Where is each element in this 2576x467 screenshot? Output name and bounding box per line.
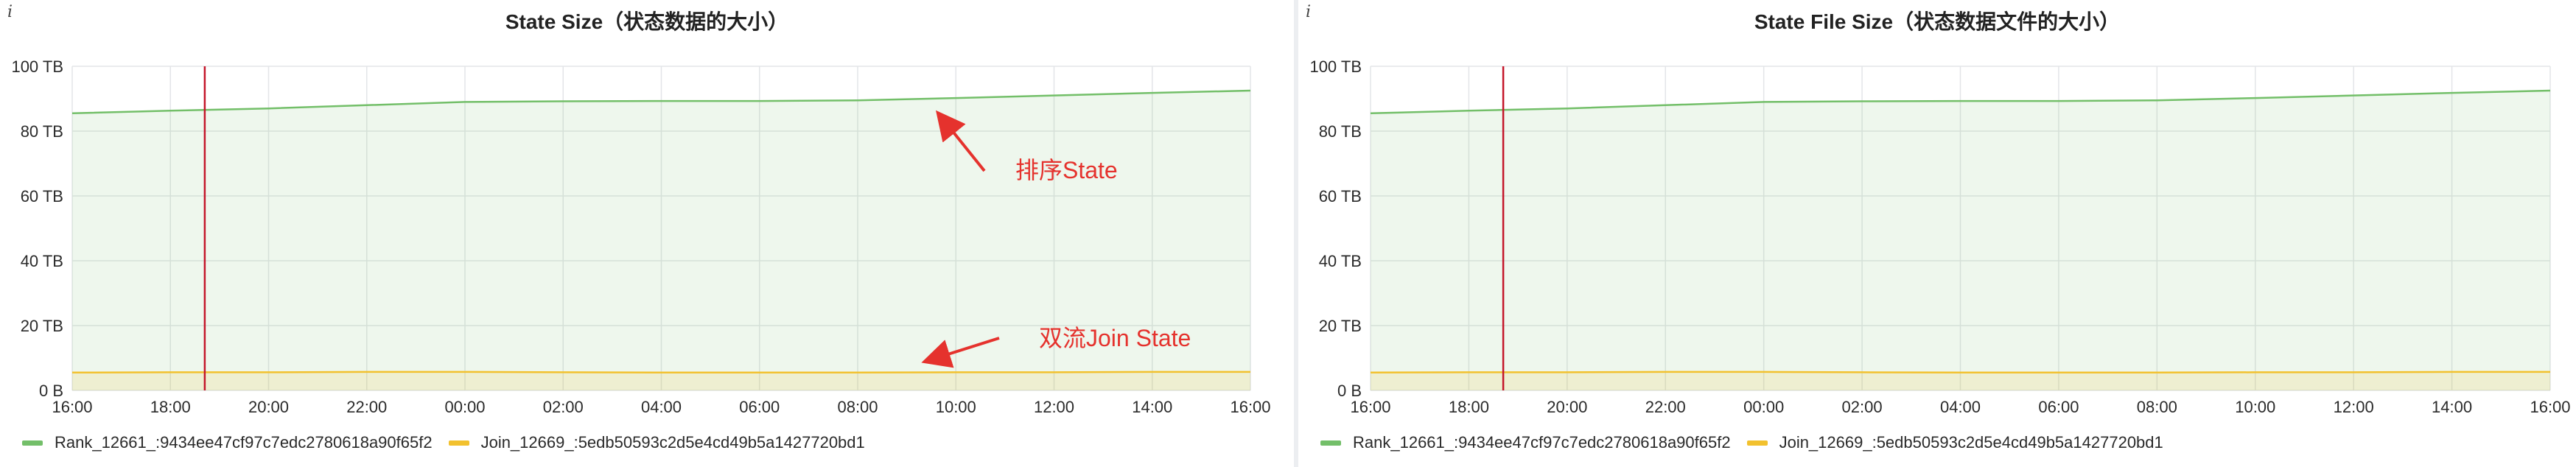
legend-item-rank[interactable]: Rank_12661_:9434ee47cf97c7edc2780618a90f… xyxy=(22,433,433,452)
state-file-size-chart[interactable]: 0 B 20 TB 40 TB 60 TB 80 TB 100 TB 16:00 18:00 2… xyxy=(1298,0,2576,427)
x-tick-label: 12:00 xyxy=(2334,398,2374,416)
x-tick-label: 00:00 xyxy=(444,398,485,416)
state-size-panel: i State Size（状态数据的大小） 0 B 20 TB 40 TB 60 TB… xyxy=(0,0,1294,452)
legend-label-rank: Rank_12661_:9434ee47cf97c7edc2780618a90f… xyxy=(1353,433,1731,452)
panel-divider[interactable] xyxy=(1294,0,1298,467)
series-area-rank xyxy=(1371,91,2550,390)
series-area-rank xyxy=(72,91,1250,390)
y-tick-label: 20 TB xyxy=(1319,317,1362,335)
series-area-join xyxy=(72,371,1250,390)
chart-legend: Rank_12661_:9434ee47cf97c7edc2780618a90f… xyxy=(1320,433,2180,452)
legend-swatch-join xyxy=(1746,440,1768,446)
x-tick-label: 00:00 xyxy=(1743,398,1784,416)
legend-swatch-rank xyxy=(1320,440,1341,446)
panel-title[interactable]: State Size（状态数据的大小） xyxy=(505,10,789,33)
grid xyxy=(1370,66,2551,391)
x-tick-label: 20:00 xyxy=(1547,398,1587,416)
legend-label-rank: Rank_12661_:9434ee47cf97c7edc2780618a90f… xyxy=(55,433,433,452)
series-line-rank xyxy=(71,89,1251,115)
y-tick-label: 20 TB xyxy=(21,317,63,335)
info-icon[interactable]: i xyxy=(1306,3,1312,21)
y-tick-label: 60 TB xyxy=(21,187,63,206)
series-line-rank xyxy=(1370,89,2551,115)
x-tick-label: 06:00 xyxy=(2038,398,2079,416)
info-icon[interactable]: i xyxy=(7,3,13,21)
x-tick-label: 08:00 xyxy=(2137,398,2177,416)
x-tick-label: 04:00 xyxy=(1940,398,1981,416)
sort-state-label: 排序State xyxy=(1015,157,1118,183)
legend-label-join: Join_12669_:5edb50593c2d5e4cd49b5a142772… xyxy=(480,433,865,452)
x-tick-label: 14:00 xyxy=(2432,398,2472,416)
x-tick-label: 14:00 xyxy=(1132,398,1172,416)
x-tick-label: 18:00 xyxy=(150,398,191,416)
y-tick-label: 80 TB xyxy=(1319,122,1362,141)
x-tick-label: 12:00 xyxy=(1034,398,1074,416)
x-tick-label: 16:00 xyxy=(1230,398,1270,416)
y-tick-label: 80 TB xyxy=(21,122,63,141)
series-line-join xyxy=(71,371,1250,374)
series-line-join xyxy=(1370,371,2550,374)
y-tick-label: 100 TB xyxy=(1309,57,1362,76)
y-tick-label: 60 TB xyxy=(1319,187,1362,206)
x-tick-label: 16:00 xyxy=(2530,398,2570,416)
legend-item-join[interactable]: Join_12669_:5edb50593c2d5e4cd49b5a142772… xyxy=(1746,433,2163,452)
x-tick-label: 22:00 xyxy=(346,398,387,416)
state-file-size-panel: i State File Size（状态数据文件的大小） 0 B 20 TB 40 … xyxy=(1298,0,2576,467)
y-tick-label: 100 TB xyxy=(11,57,63,76)
x-tick-label: 02:00 xyxy=(543,398,584,416)
x-tick-label: 06:00 xyxy=(739,398,780,416)
x-tick-label: 02:00 xyxy=(1842,398,1883,416)
grid xyxy=(71,66,1251,391)
legend-label-join: Join_12669_:5edb50593c2d5e4cd49b5a142772… xyxy=(1779,433,2163,452)
legend-item-rank[interactable]: Rank_12661_:9434ee47cf97c7edc2780618a90f… xyxy=(1320,433,1731,452)
sort-state-arrow xyxy=(935,110,986,172)
x-tick-label: 16:00 xyxy=(1350,398,1390,416)
y-tick-label: 0 B xyxy=(1337,382,1362,400)
state-size-chart[interactable]: 0 B 20 TB 40 TB 60 TB 80 TB 100 TB 16:00 18:00 2… xyxy=(0,0,1294,427)
x-tick-label: 18:00 xyxy=(1449,398,1489,416)
series-area-join xyxy=(1371,371,2550,390)
legend-swatch-join xyxy=(448,440,469,446)
chart-legend: Rank_12661_:9434ee47cf97c7edc2780618a90f… xyxy=(22,433,881,452)
legend-swatch-rank xyxy=(22,440,43,446)
panel-title[interactable]: State File Size（状态数据文件的大小） xyxy=(1754,10,2121,33)
join-state-arrow xyxy=(921,337,1000,368)
x-tick-label: 08:00 xyxy=(837,398,878,416)
y-tick-label: 0 B xyxy=(39,382,63,400)
x-tick-label: 10:00 xyxy=(2235,398,2275,416)
x-tick-label: 10:00 xyxy=(936,398,976,416)
join-state-label: 双流Join State xyxy=(1039,325,1191,351)
legend-item-join[interactable]: Join_12669_:5edb50593c2d5e4cd49b5a142772… xyxy=(448,433,865,452)
x-tick-label: 04:00 xyxy=(641,398,682,416)
x-tick-label: 20:00 xyxy=(248,398,289,416)
x-tick-label: 16:00 xyxy=(52,398,92,416)
y-tick-label: 40 TB xyxy=(1319,252,1362,270)
x-tick-label: 22:00 xyxy=(1645,398,1686,416)
y-tick-label: 40 TB xyxy=(21,252,63,270)
